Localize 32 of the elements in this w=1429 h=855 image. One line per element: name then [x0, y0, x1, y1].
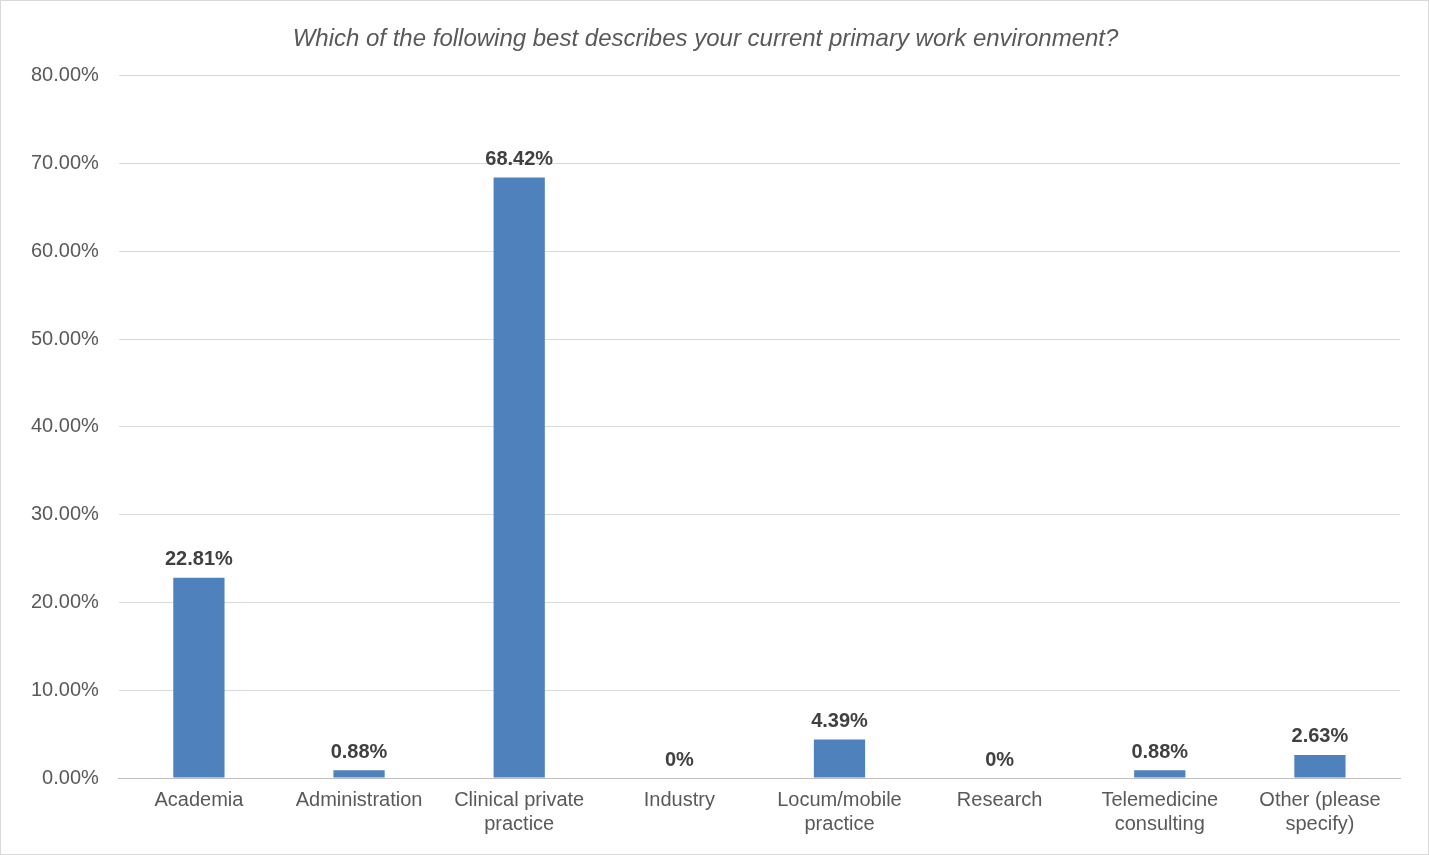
y-tick-label: 60.00%: [30, 238, 100, 261]
y-tick-label: 30.00%: [30, 502, 100, 525]
bar: [1134, 770, 1186, 778]
y-tick-label: 0.00%: [42, 765, 100, 788]
x-tick-label: Research: [956, 787, 1043, 810]
chart-title: Which of the following best describes your current primary work environment?: [292, 24, 1119, 52]
x-tick-label: Academia: [154, 787, 245, 810]
data-label: 4.39%: [811, 708, 869, 731]
y-tick-label: 40.00%: [30, 414, 100, 437]
bar: [493, 177, 545, 778]
x-tick-label: Other (please specify): [1259, 787, 1381, 834]
bar: [173, 577, 225, 778]
data-label: 2.63%: [1291, 724, 1349, 747]
y-tick-label: 70.00%: [30, 151, 100, 174]
y-tick-label: 10.00%: [30, 677, 100, 700]
y-tick-label: 50.00%: [30, 326, 100, 349]
data-label: 0%: [664, 747, 695, 770]
y-tick-label: 20.00%: [30, 589, 100, 612]
data-label: 0.88%: [330, 739, 388, 762]
y-tick-label: 80.00%: [30, 63, 100, 86]
bar: [1294, 754, 1346, 778]
x-tick-label: Locum/mobile practice: [777, 787, 902, 834]
data-label: 0%: [985, 747, 1015, 770]
data-label: 0.88%: [1131, 739, 1189, 762]
x-tick-label: Administration: [295, 787, 423, 810]
x-tick-label: Industry: [643, 787, 715, 810]
data-label: 22.81%: [164, 547, 234, 570]
bar: [813, 739, 866, 778]
data-label: 68.42%: [485, 146, 554, 169]
x-tick-label: Clinical private practice: [454, 787, 585, 834]
x-tick-label: Telemedicine consulting: [1101, 787, 1219, 834]
bar: [333, 770, 385, 778]
